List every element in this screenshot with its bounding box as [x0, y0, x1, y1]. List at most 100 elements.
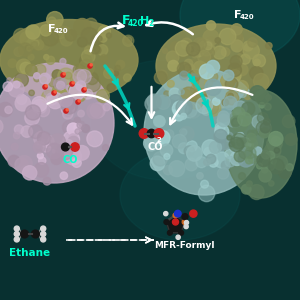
Circle shape [61, 103, 74, 116]
Circle shape [239, 138, 251, 150]
Circle shape [77, 37, 87, 47]
Circle shape [90, 103, 105, 118]
Circle shape [190, 210, 197, 217]
Circle shape [65, 148, 82, 165]
Circle shape [174, 111, 184, 121]
Circle shape [274, 148, 280, 153]
Circle shape [181, 113, 186, 119]
Circle shape [231, 40, 243, 52]
Circle shape [202, 108, 210, 116]
Circle shape [239, 90, 246, 98]
Circle shape [219, 28, 236, 45]
Circle shape [236, 145, 243, 152]
Circle shape [250, 67, 263, 80]
Circle shape [205, 79, 213, 87]
Text: F: F [122, 14, 130, 28]
Text: F: F [48, 23, 56, 34]
Circle shape [32, 99, 47, 114]
Text: Ethane: Ethane [9, 248, 51, 257]
Circle shape [20, 62, 32, 74]
Circle shape [34, 73, 40, 79]
Circle shape [202, 94, 207, 100]
Circle shape [186, 43, 200, 56]
Circle shape [63, 73, 65, 75]
Circle shape [80, 73, 88, 80]
Circle shape [173, 105, 184, 116]
Circle shape [174, 42, 190, 58]
Circle shape [250, 86, 265, 101]
Circle shape [254, 59, 260, 66]
Circle shape [74, 123, 82, 132]
Circle shape [154, 116, 165, 127]
Circle shape [167, 80, 174, 87]
Circle shape [35, 142, 42, 148]
Circle shape [37, 104, 50, 117]
Circle shape [236, 64, 248, 76]
Circle shape [176, 100, 186, 110]
Circle shape [54, 77, 66, 90]
Circle shape [221, 161, 230, 170]
Circle shape [247, 133, 256, 143]
Circle shape [262, 158, 275, 171]
Circle shape [233, 101, 247, 115]
Circle shape [21, 166, 29, 174]
Circle shape [68, 136, 79, 147]
Circle shape [184, 220, 189, 225]
Circle shape [72, 158, 81, 167]
Circle shape [31, 42, 38, 48]
Circle shape [139, 129, 149, 138]
Circle shape [52, 148, 58, 154]
Circle shape [62, 99, 74, 111]
Circle shape [125, 37, 132, 43]
Circle shape [5, 97, 15, 106]
Circle shape [234, 151, 245, 162]
Circle shape [229, 137, 244, 152]
Circle shape [221, 48, 230, 56]
Circle shape [41, 77, 46, 82]
Ellipse shape [156, 24, 276, 108]
Circle shape [240, 54, 250, 64]
Circle shape [206, 101, 219, 114]
Circle shape [47, 12, 63, 28]
Circle shape [99, 35, 107, 42]
Circle shape [41, 232, 46, 236]
Circle shape [26, 105, 40, 120]
Circle shape [173, 213, 178, 218]
Circle shape [153, 152, 167, 166]
Circle shape [42, 135, 54, 148]
Circle shape [191, 78, 199, 85]
Circle shape [5, 106, 12, 114]
Circle shape [39, 157, 46, 164]
Circle shape [34, 132, 47, 146]
Circle shape [255, 90, 269, 104]
Circle shape [55, 22, 62, 29]
Circle shape [61, 98, 78, 114]
Circle shape [77, 70, 91, 84]
Circle shape [22, 166, 37, 180]
Circle shape [16, 155, 32, 171]
Circle shape [237, 132, 244, 139]
Circle shape [204, 148, 213, 156]
Circle shape [248, 130, 254, 137]
Circle shape [269, 158, 284, 174]
Circle shape [205, 79, 221, 95]
Circle shape [176, 99, 192, 115]
Circle shape [14, 125, 23, 134]
Circle shape [115, 65, 120, 71]
Circle shape [51, 154, 62, 164]
Circle shape [256, 120, 270, 134]
Circle shape [69, 85, 78, 94]
Circle shape [232, 34, 243, 45]
Ellipse shape [90, 60, 240, 180]
Circle shape [44, 55, 49, 60]
Circle shape [42, 144, 51, 152]
Circle shape [187, 146, 202, 161]
Circle shape [16, 94, 27, 104]
Circle shape [270, 158, 276, 164]
Circle shape [76, 100, 80, 104]
Circle shape [203, 37, 219, 53]
Circle shape [66, 109, 68, 111]
Circle shape [70, 73, 86, 89]
Circle shape [172, 101, 188, 117]
Circle shape [242, 184, 251, 194]
